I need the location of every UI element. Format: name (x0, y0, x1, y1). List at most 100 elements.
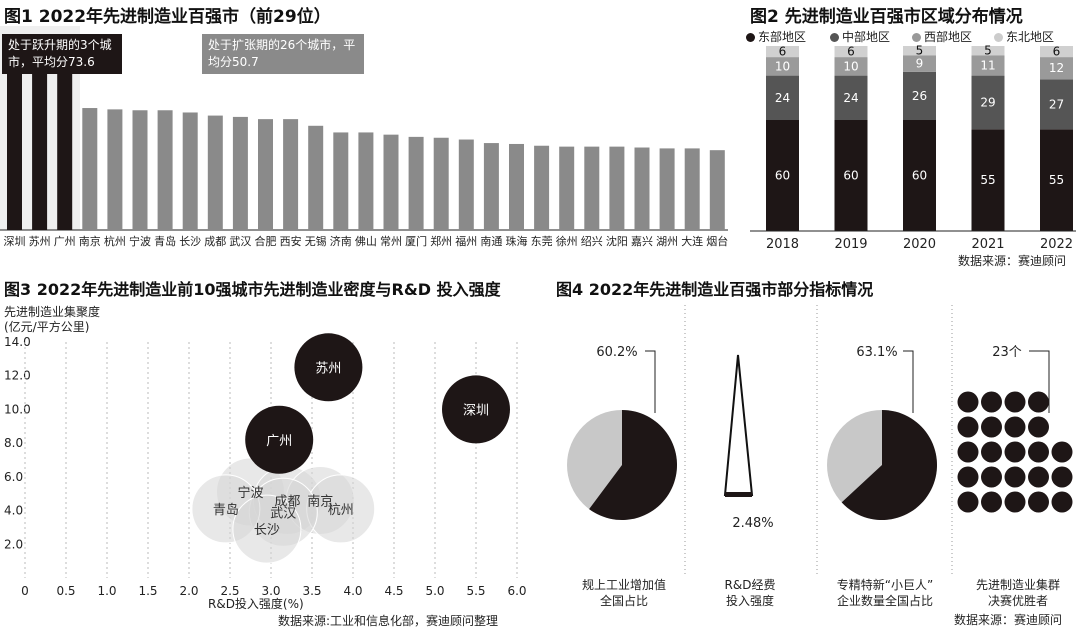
fig1-bar-大连 (684, 148, 700, 230)
fig2-seg-2018-2 (766, 57, 799, 76)
fig1-tick-合肥: 合肥 (255, 234, 277, 248)
fig2-label-2021-3: 5 (984, 44, 992, 58)
fig1-bar-宁波 (132, 110, 148, 230)
fig4-dot-20 (981, 491, 1002, 513)
fig2-label-2022-1: 27 (1049, 97, 1064, 111)
fig1-tick-武汉: 武汉 (229, 235, 251, 248)
fig2-label-2021-0: 55 (980, 173, 995, 187)
fig2-label-2020-0: 60 (912, 169, 927, 183)
fig3-xtick-6: 3.0 (261, 584, 280, 598)
fig2-label-2019-3: 6 (847, 45, 855, 59)
fig3-point-label-成都: 成都 (274, 494, 300, 509)
fig3-point-label-宁波: 宁波 (237, 485, 263, 501)
fig1-bar-济南 (333, 132, 349, 230)
fig4-triangle (723, 354, 754, 496)
fig2-legend-west: 西部地区 (912, 28, 972, 45)
fig4-dot-21 (1004, 491, 1026, 513)
fig3-ytick-3: 8.0 (4, 436, 23, 450)
fig2-seg-2022-0 (1040, 129, 1073, 231)
fig2-title: 图2 先进制造业百强市区域分布情况 (750, 7, 1023, 27)
fig1-title: 图1 2022年先进制造业百强市（前29位） (4, 7, 331, 27)
fig4-dot-7 (1004, 416, 1026, 438)
fig3-xtick-4: 2.0 (179, 584, 198, 598)
fig3-xtick-12: 6.0 (507, 584, 526, 598)
fig3-xtick-1: 0.5 (56, 584, 75, 598)
fig2-label-2022-2: 12 (1049, 61, 1064, 75)
fig2-seg-2021-0 (971, 129, 1005, 231)
fig4-dot-2 (981, 391, 1002, 413)
fig3-ytick-1: 4.0 (4, 504, 23, 518)
fig1-tick-大连: 大连 (681, 234, 703, 248)
fig1-bar-深圳 (7, 35, 22, 230)
fig4-dot-1 (957, 391, 979, 413)
fig1-bar-珠海 (509, 143, 524, 230)
fig1-bar-南通 (483, 143, 499, 230)
fig2-seg-2021-2 (971, 55, 1005, 76)
fig4-pie-slice-3 (841, 410, 938, 520)
fig1-bar-绍兴 (584, 146, 600, 230)
fig1-tick-无锡: 无锡 (305, 234, 327, 248)
fig1-tick-厦门: 厦门 (405, 234, 427, 248)
legend-dot-icon (994, 33, 1003, 42)
fig2-label-2021-1: 29 (980, 95, 995, 109)
fig4-dot-10 (981, 441, 1002, 463)
fig1-bar-无锡 (308, 125, 324, 230)
fig4-label-4: 先进制造业集群 决赛优胜者 (975, 578, 1060, 608)
fig2-seg-2018-3 (766, 46, 799, 58)
fig2-label-2021-2: 11 (980, 58, 995, 72)
fig3-point-label-武汉: 武汉 (270, 506, 296, 521)
fig1-tick-南京: 南京 (79, 234, 101, 248)
fig4-label-1: 规上工业增加值 全国占比 (581, 578, 666, 608)
fig3-xtick-5: 2.5 (220, 584, 239, 598)
fig3-point-长沙 (232, 494, 302, 564)
fig1-tick-东莞: 东莞 (531, 235, 553, 248)
fig2-seg-2019-3 (834, 46, 868, 58)
fig3-point-label-深圳: 深圳 (463, 403, 489, 418)
fig3-source: 数据来源:工业和信息化部，赛迪顾问整理 (278, 614, 499, 628)
fig4-dot-23 (1051, 491, 1073, 513)
fig2-seg-2022-3 (1040, 46, 1073, 58)
fig1-tick-烟台: 烟台 (706, 234, 728, 248)
fig1-tick-广州: 广州 (54, 235, 76, 248)
fig4-value-2: 2.48% (732, 516, 773, 531)
fig3-ylabel-1: 先进制造业集聚度 (4, 305, 101, 319)
fig4-title: 图4 2022年先进制造业百强市部分指标情况 (556, 280, 874, 299)
fig4-pie-slice-1 (589, 410, 677, 520)
fig4-dot-4 (1028, 391, 1049, 413)
fig1-tick-佛山: 佛山 (355, 235, 377, 248)
fig2-seg-2019-0 (834, 120, 868, 231)
fig4-label-3: 专精特新“小巨人” 企业数量全国占比 (836, 578, 934, 608)
fig4-dot-17 (1028, 466, 1049, 488)
fig4-dot-18 (1051, 466, 1073, 488)
fig4-triangle-base (725, 492, 752, 497)
fig4-dot-11 (1004, 441, 1026, 463)
fig4-dot-6 (981, 416, 1002, 438)
fig1-tick-嘉兴: 嘉兴 (631, 234, 653, 248)
fig4-value-1: 60.2% (596, 345, 637, 360)
fig4-dot-9 (957, 441, 979, 463)
legend-dot-icon (912, 33, 921, 42)
fig2-seg-2020-2 (903, 55, 936, 72)
fig1-bar-烟台 (709, 150, 725, 230)
fig2-label-2018-2: 10 (775, 59, 790, 73)
fig1-tick-常州: 常州 (380, 235, 402, 248)
fig2-seg-2019-1 (834, 75, 868, 120)
fig2-legend-central: 中部地区 (830, 28, 890, 45)
fig1-bar-湖州 (659, 148, 675, 230)
fig2-seg-2020-3 (903, 46, 936, 56)
fig1-tick-珠海: 珠海 (506, 234, 528, 248)
fig2-tick-2022: 2022 (1040, 237, 1073, 252)
fig2-legend-northeast: 东北地区 (994, 28, 1054, 45)
fig1-tick-宁波: 宁波 (129, 234, 151, 248)
fig3-ylabel-2: (亿元/平方公里) (4, 320, 90, 334)
fig1-tick-青岛: 青岛 (154, 234, 176, 248)
fig1-tick-徐州: 徐州 (556, 234, 578, 248)
fig2-label-2018-3: 6 (779, 45, 787, 59)
fig3-xtick-11: 5.5 (466, 584, 485, 598)
fig1-bar-沈阳 (609, 146, 625, 230)
fig1-callout-dark: 处于跃升期的3个城市，平均分73.6 (2, 34, 122, 74)
fig1-bar-徐州 (559, 146, 575, 230)
fig1-bar-佛山 (358, 132, 374, 230)
fig4-dot-8 (1028, 416, 1049, 438)
fig3-xtick-3: 1.5 (138, 584, 157, 598)
